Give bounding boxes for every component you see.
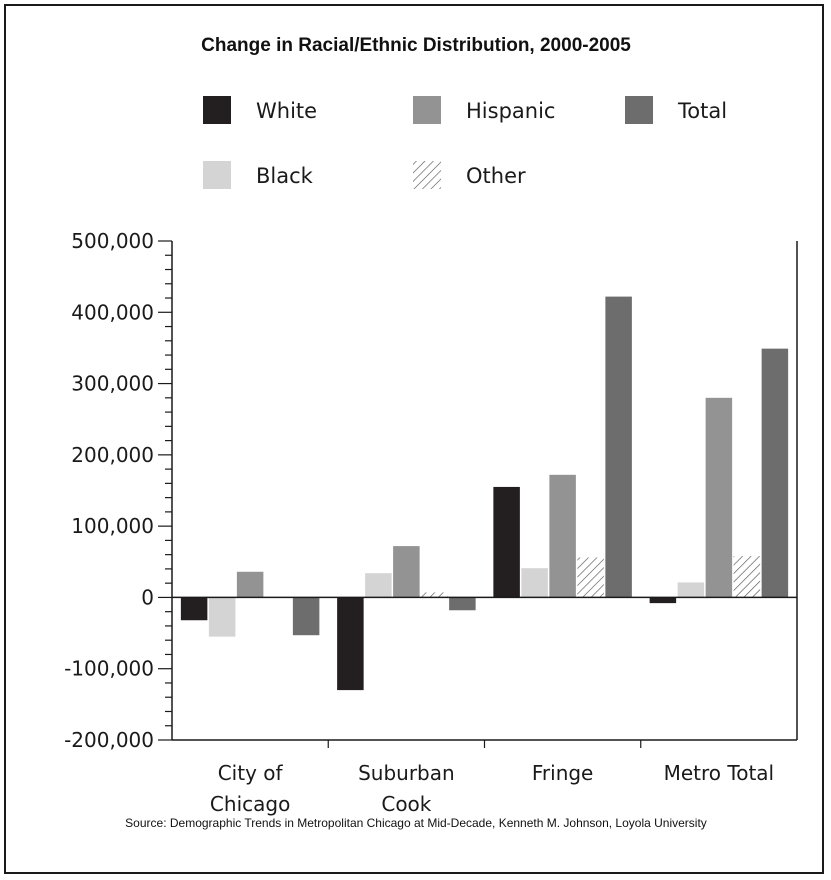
legend-item-white: White: [203, 96, 317, 124]
y-tick-label: 300,000: [71, 372, 154, 396]
bar-total-suburban-cook: [449, 597, 476, 611]
x-category-label: Fringe: [532, 761, 594, 785]
bar-white-metro-total: [649, 597, 677, 604]
x-category-label: Metro Total: [664, 761, 775, 785]
legend-swatch-total: [625, 96, 653, 124]
y-tick-label: 0: [141, 585, 154, 609]
bar-black-fringe: [521, 568, 548, 598]
y-tick-label: 200,000: [71, 443, 154, 467]
x-category-label: Chicago: [210, 792, 290, 816]
x-category-label: City of: [218, 761, 284, 785]
bar-black-suburban-cook: [365, 573, 392, 598]
plot-area: -200,000 -100,000 0 100,000 200,000 300,000 40…: [64, 229, 798, 816]
legend-item-other: Other: [413, 161, 526, 189]
bar-total-city-of-chicago: [292, 597, 320, 636]
legend-item-total: Total: [625, 96, 727, 124]
bar-hispanic-suburban-cook: [393, 546, 420, 598]
bar-white-city-of-chicago: [180, 597, 208, 621]
legend-item-black: Black: [203, 161, 314, 189]
bar-white-suburban-cook: [337, 597, 364, 691]
bar-hispanic-city-of-chicago: [236, 571, 264, 598]
legend-swatch-hispanic: [413, 96, 441, 124]
legend-label-other: Other: [466, 164, 526, 188]
legend-swatch-other: [413, 161, 441, 189]
legend-swatch-white: [203, 96, 231, 124]
legend-label-hispanic: Hispanic: [466, 99, 555, 123]
bar-hispanic-metro-total: [705, 397, 733, 598]
legend-label-total: Total: [677, 99, 727, 123]
bar-total-fringe: [605, 296, 632, 598]
bar-total-metro-total: [761, 348, 789, 598]
y-tick-label: -100,000: [64, 657, 154, 681]
legend-item-hispanic: Hispanic: [413, 96, 555, 124]
chart-frame: [4, 4, 824, 874]
bar-other-suburban-cook: [421, 592, 448, 598]
bar-black-city-of-chicago: [208, 597, 236, 637]
y-tick-label: -200,000: [64, 728, 154, 752]
legend: White Hispanic Total Black Other: [203, 96, 727, 189]
bar-other-fringe: [577, 557, 604, 598]
y-tick-label: 100,000: [71, 514, 154, 538]
y-tick-label: 400,000: [71, 300, 154, 324]
chart-title: Change in Racial/Ethnic Distribution, 20…: [201, 35, 631, 56]
bar-other-metro-total: [733, 556, 761, 598]
bar-hispanic-fringe: [549, 474, 576, 598]
x-category-label: Suburban: [358, 761, 455, 785]
bar-white-fringe: [493, 486, 520, 598]
x-category-label: Cook: [381, 792, 431, 816]
y-tick-label: 500,000: [71, 229, 154, 253]
legend-label-black: Black: [256, 164, 314, 188]
legend-swatch-black: [203, 161, 231, 189]
bar-black-metro-total: [677, 582, 705, 598]
source-note: Source: Demographic Trends in Metropolit…: [125, 816, 707, 830]
legend-label-white: White: [256, 99, 317, 123]
